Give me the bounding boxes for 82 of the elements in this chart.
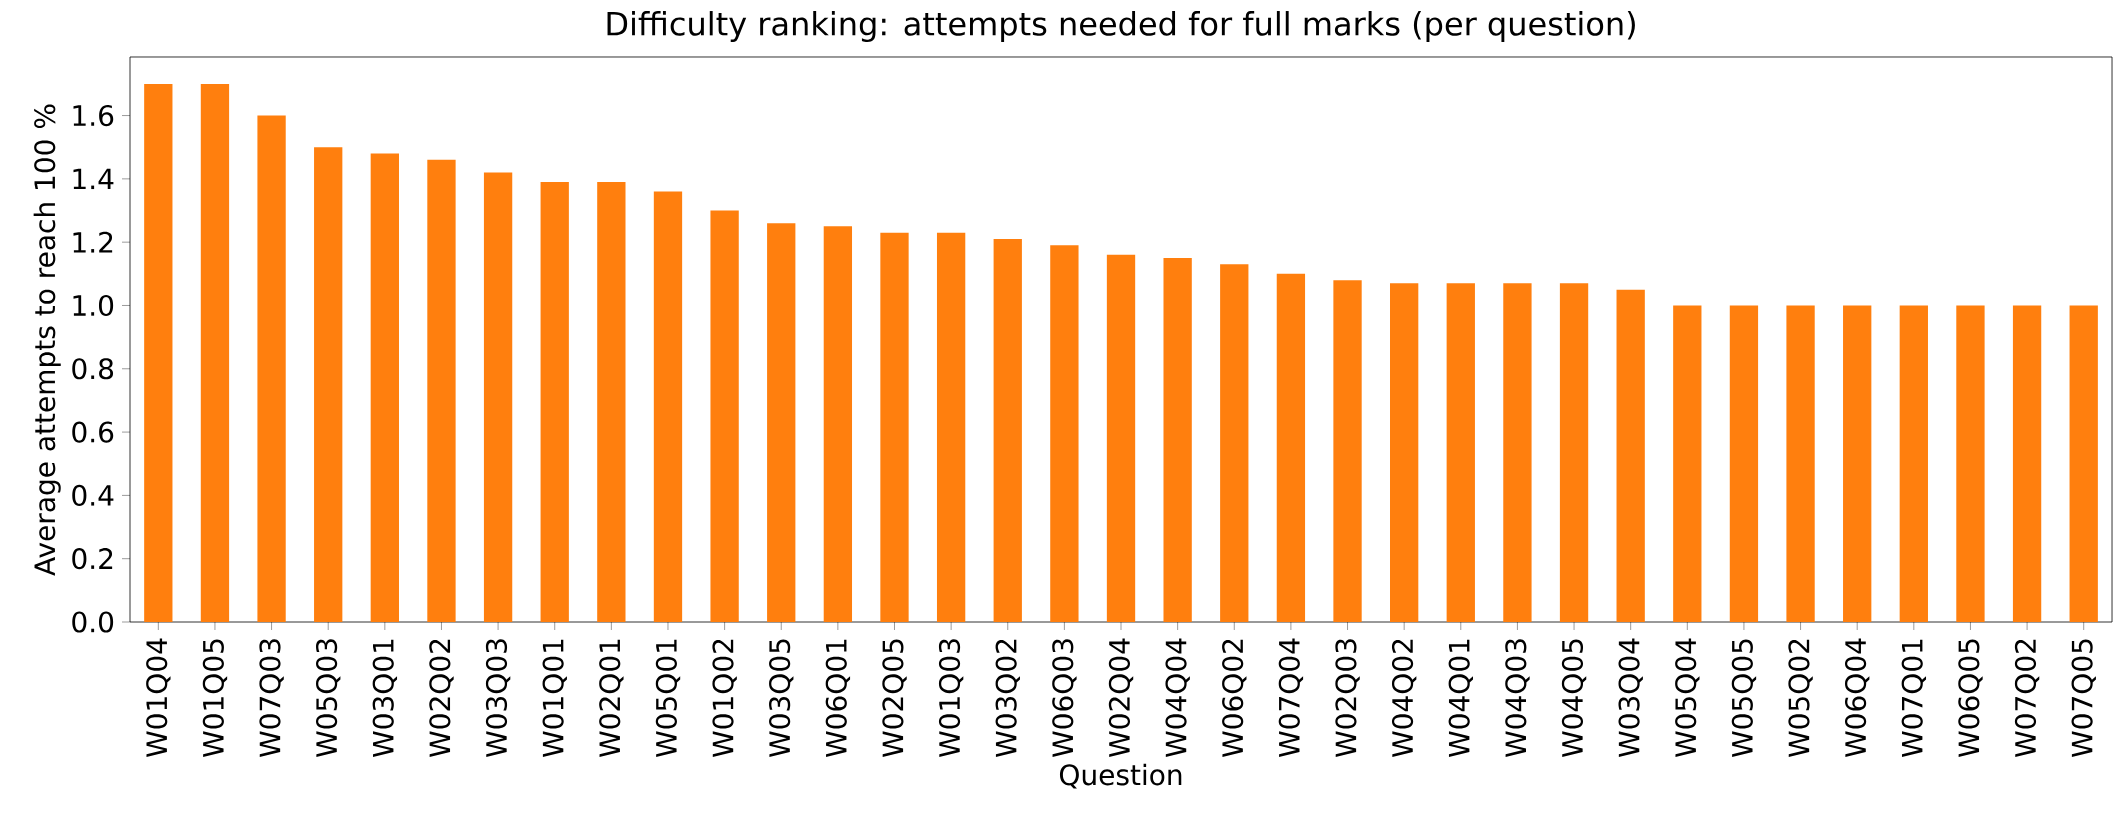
bar <box>1616 289 1645 622</box>
x-tick-label: W05Q04 <box>1675 638 1700 758</box>
bar <box>823 226 853 622</box>
y-tick-label: 0.6 <box>72 421 114 443</box>
bar <box>144 83 173 622</box>
bar <box>653 191 683 622</box>
x-tick-label: W05Q05 <box>1731 639 1757 758</box>
y-tick-label: 0.8 <box>72 358 114 380</box>
bar <box>2069 305 2098 622</box>
y-tick-label: 1.0 <box>73 294 114 317</box>
y-tick-label: 1.4 <box>73 168 114 190</box>
bar <box>1503 283 1532 622</box>
bar <box>1106 254 1136 622</box>
y-tick-label: 0.4 <box>72 484 114 506</box>
x-tick-label: W07Q03 <box>259 639 284 758</box>
bar <box>370 153 399 622</box>
x-tick-label: W04Q05 <box>1561 639 1587 758</box>
bar <box>314 147 343 622</box>
x-tick-label: W01Q04 <box>146 638 171 758</box>
x-tick-label: W05Q03 <box>316 639 341 758</box>
bar <box>257 115 286 622</box>
x-tick-label: W03Q02 <box>995 639 1020 758</box>
bar <box>1050 245 1079 622</box>
x-tick-label: W06Q03 <box>1052 639 1077 758</box>
bar <box>1220 264 1249 622</box>
bar <box>1786 305 1815 622</box>
bar <box>710 210 739 622</box>
x-tick-label: W07Q02 <box>2014 639 2040 758</box>
x-tick-label: W06Q04 <box>1844 638 1870 758</box>
y-tick-label: 0.0 <box>72 611 114 633</box>
bar <box>936 232 966 622</box>
chart-title: Difficulty ranking: attempts needed for full marks (per question) <box>607 11 1635 42</box>
bar <box>2012 305 2042 622</box>
x-tick-label: W05Q02 <box>1788 639 1813 758</box>
x-tick-label: W01Q03 <box>938 639 964 758</box>
bar <box>427 159 456 622</box>
x-tick-label: W03Q01 <box>372 639 398 758</box>
x-tick-label: W04Q03 <box>1505 639 1530 758</box>
y-tick-label: 0.2 <box>72 548 113 570</box>
bar <box>880 232 909 622</box>
x-tick-label: W02Q04 <box>1108 638 1134 758</box>
bar <box>597 182 626 622</box>
x-tick-label: W06Q02 <box>1222 639 1247 758</box>
x-tick-label: W03Q04 <box>1618 638 1643 758</box>
y-tick-label: 1.2 <box>73 231 113 253</box>
bar <box>1163 257 1192 622</box>
bar <box>1276 273 1306 622</box>
x-tick-label: W07Q05 <box>2071 639 2096 758</box>
bar <box>483 172 513 622</box>
x-tick-label: W04Q04 <box>1165 638 1190 758</box>
x-tick-label: W01Q05 <box>202 639 228 758</box>
x-tick-label: W03Q03 <box>485 639 511 758</box>
x-axis-title: Question <box>1059 763 1182 789</box>
bar <box>540 182 569 622</box>
bar <box>1843 305 1872 622</box>
bar <box>993 239 1022 622</box>
x-tick-label: W01Q01 <box>542 639 567 758</box>
x-tick-label: W01Q02 <box>712 639 737 758</box>
x-tick-label: W02Q03 <box>1335 639 1360 758</box>
x-tick-label: W02Q01 <box>599 639 624 758</box>
bar <box>1956 305 1985 622</box>
y-tick-label: 1.6 <box>73 104 114 127</box>
bar <box>1333 280 1362 622</box>
x-tick-label: W06Q01 <box>825 639 851 758</box>
x-tick-label: W07Q01 <box>1901 639 1927 758</box>
x-tick-label: W02Q05 <box>882 639 907 758</box>
bar <box>1729 305 1759 622</box>
x-tick-label: W02Q02 <box>429 639 454 758</box>
bar <box>1390 283 1419 622</box>
bar <box>1673 305 1702 622</box>
x-tick-label: W04Q01 <box>1448 639 1473 758</box>
x-tick-label: W03Q05 <box>769 639 794 758</box>
x-tick-label: W07Q04 <box>1278 638 1304 758</box>
bar <box>767 223 796 622</box>
y-axis-title: Average attempts to reach 100 % <box>33 104 61 576</box>
bar <box>1446 283 1475 622</box>
bar <box>200 83 230 622</box>
bar <box>1899 305 1928 622</box>
bar <box>1559 283 1589 622</box>
x-tick-label: W04Q02 <box>1391 639 1417 758</box>
x-tick-label: W05Q01 <box>655 639 681 758</box>
x-tick-label: W06Q05 <box>1958 639 1983 758</box>
